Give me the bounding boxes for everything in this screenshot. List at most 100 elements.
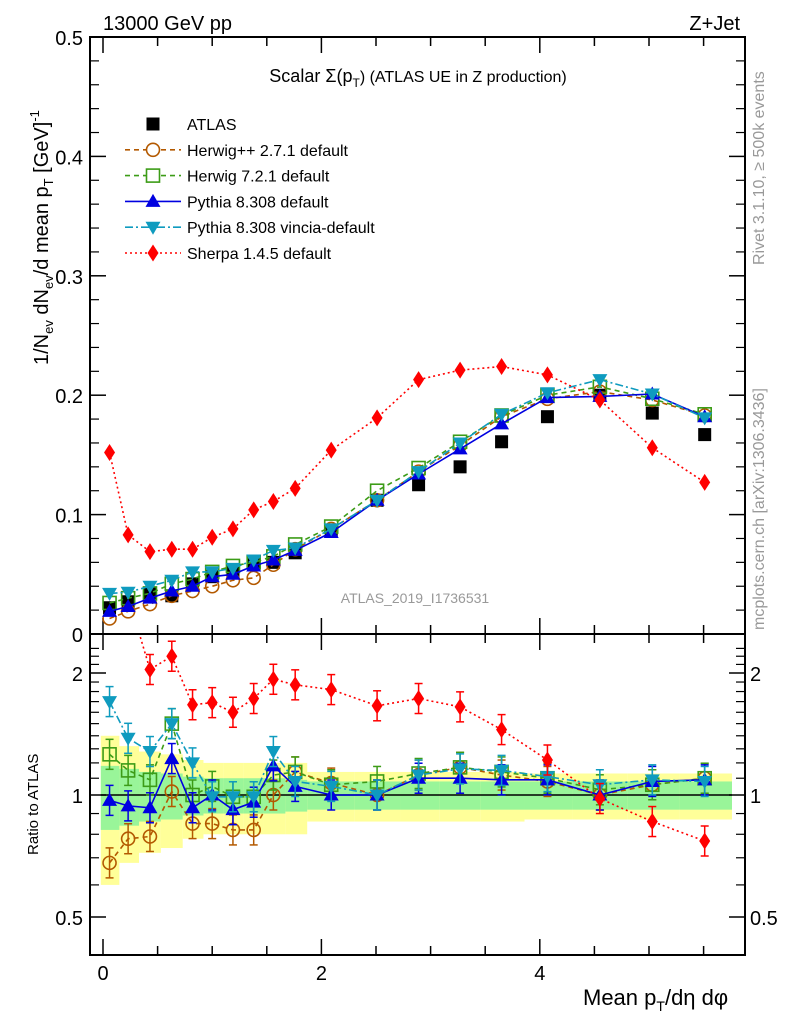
data-point xyxy=(592,374,608,388)
mcplots-label: mcplots.cern.ch [arXiv:1306.3436] xyxy=(751,388,768,630)
ratio-series-pythia-8-308-vincia-default xyxy=(102,685,713,813)
legend-item: Herwig++ 2.7.1 default xyxy=(125,142,349,160)
data-point xyxy=(539,387,555,401)
ratio-point xyxy=(102,747,117,762)
data-point xyxy=(120,599,136,613)
y-tick-label: 0.2 xyxy=(55,386,83,408)
legend: ATLAS Herwig++ 2.7.1 default Herwig 7.2.1 … xyxy=(125,117,375,263)
main-plot-area: 0 0.1 0.2 0.3 0.4 0.5 xyxy=(55,28,746,647)
ratio-point xyxy=(102,855,117,871)
data-point xyxy=(164,583,180,597)
data-point xyxy=(453,460,467,474)
data-point xyxy=(122,526,134,544)
data-point xyxy=(187,540,199,558)
ratio-point xyxy=(164,751,180,765)
analysis-watermark: ATLAS_2019_I1736531 xyxy=(341,590,490,606)
rivet-label: Rivet 3.1.10, ≥ 500k events xyxy=(751,71,768,265)
data-point xyxy=(454,361,466,379)
legend-label: Herwig 7.2.1 default xyxy=(187,169,330,186)
data-point xyxy=(645,406,659,420)
ratio-point xyxy=(142,772,158,788)
legend-marker-bg xyxy=(146,168,160,183)
data-point xyxy=(699,473,711,491)
ratio-y-tick-label-right: 0.5 xyxy=(750,908,778,930)
ratio-y-tick-label: 2 xyxy=(72,664,83,686)
ratio-point xyxy=(494,764,510,778)
title-sub: T xyxy=(352,76,360,90)
data-point xyxy=(246,554,262,568)
legend-item: Pythia 8.308 vincia-default xyxy=(125,220,375,237)
ratio-point xyxy=(142,829,158,844)
y-tick-label: 0.3 xyxy=(55,267,83,289)
y-tick-label: 0 xyxy=(72,625,83,647)
data-point xyxy=(227,520,239,538)
y-tick-label: 0.1 xyxy=(55,506,83,528)
ratio-y-tick-label: 1 xyxy=(72,786,83,808)
ratio-point xyxy=(246,822,261,838)
ratio-point xyxy=(225,791,241,805)
ratio-point xyxy=(287,775,303,789)
title-sigma: Σ(p xyxy=(325,66,352,86)
data-point xyxy=(142,590,158,604)
legend-label: Pythia 8.308 vincia-default xyxy=(187,220,375,237)
ratio-point xyxy=(120,732,136,746)
data-point xyxy=(495,435,509,449)
header-left: 13000 GeV pp xyxy=(103,13,232,35)
ratio-y-tick-label-right: 1 xyxy=(750,786,761,808)
ratio-point xyxy=(166,647,178,665)
ratio-point xyxy=(646,813,658,831)
ratio-point xyxy=(206,694,218,712)
ratio-point xyxy=(541,751,553,769)
ratio-point xyxy=(323,780,339,794)
ratio-point xyxy=(246,791,262,805)
ratio-point xyxy=(120,831,136,847)
data-point xyxy=(494,416,510,430)
series-line xyxy=(109,378,706,595)
data-point xyxy=(698,428,712,442)
data-point xyxy=(413,371,425,389)
uncertainty-band-stat xyxy=(119,768,140,826)
x-tick-label: 4 xyxy=(534,963,545,985)
data-point xyxy=(697,412,713,426)
data-point xyxy=(369,494,385,508)
ratio-ylabel: Ratio to ATLAS xyxy=(25,754,42,855)
data-point xyxy=(323,523,339,537)
ratio-point xyxy=(144,661,156,679)
x-tick-label: 2 xyxy=(316,963,327,985)
data-point xyxy=(411,466,427,480)
data-point xyxy=(185,566,201,580)
ratio-point xyxy=(413,690,425,708)
x-axis-label: Mean pT/dη dφ xyxy=(583,985,728,1014)
ratio-point xyxy=(248,690,260,708)
legend-label: Herwig++ 2.7.1 default xyxy=(187,143,349,160)
legend-item: Sherpa 1.4.5 default xyxy=(125,244,332,263)
data-point xyxy=(265,544,281,558)
ratio-point xyxy=(699,832,711,850)
ratio-point xyxy=(267,670,279,688)
data-point xyxy=(142,580,158,594)
data-point xyxy=(289,479,301,497)
ratio-point xyxy=(289,676,301,694)
legend-item: Herwig 7.2.1 default xyxy=(125,168,330,186)
ratio-point xyxy=(644,774,660,788)
series-atlas xyxy=(103,388,712,615)
legend-item: Pythia 8.308 default xyxy=(125,193,329,211)
ratio-y-tick-label-right: 2 xyxy=(750,664,761,686)
series-line xyxy=(108,365,706,553)
data-point xyxy=(144,543,156,561)
ratio-point xyxy=(452,763,468,777)
ratio-point xyxy=(697,775,713,789)
ratio-inner xyxy=(100,634,732,885)
ratio-point xyxy=(454,698,466,716)
ratio-point xyxy=(411,769,427,783)
data-point xyxy=(646,439,658,457)
ratio-point xyxy=(371,697,383,715)
data-point xyxy=(594,391,606,409)
data-point xyxy=(412,478,426,492)
legend-marker xyxy=(145,221,161,235)
legend-item: ATLAS xyxy=(146,117,237,134)
ratio-point xyxy=(204,816,220,831)
ratio-point xyxy=(369,789,385,803)
series-pythia-8-308-vincia-default xyxy=(102,374,713,601)
